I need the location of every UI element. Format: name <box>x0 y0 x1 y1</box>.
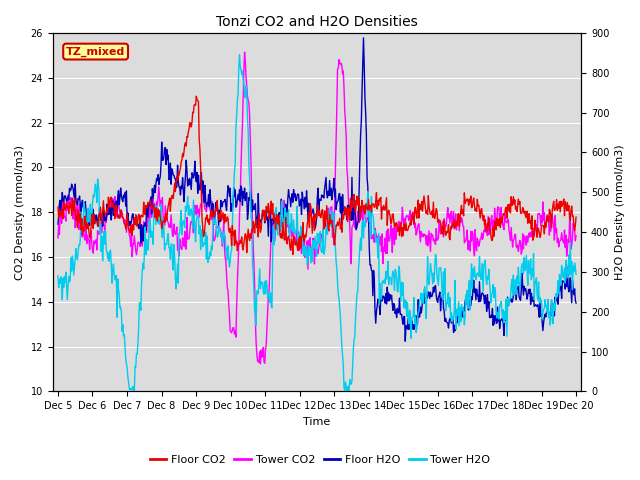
Title: Tonzi CO2 and H2O Densities: Tonzi CO2 and H2O Densities <box>216 15 418 29</box>
Legend: Floor CO2, Tower CO2, Floor H2O, Tower H2O: Floor CO2, Tower CO2, Floor H2O, Tower H… <box>145 451 495 469</box>
Y-axis label: CO2 Density (mmol/m3): CO2 Density (mmol/m3) <box>15 144 25 280</box>
X-axis label: Time: Time <box>303 417 331 427</box>
Text: TZ_mixed: TZ_mixed <box>66 47 125 57</box>
Y-axis label: H2O Density (mmol/m3): H2O Density (mmol/m3) <box>615 144 625 280</box>
